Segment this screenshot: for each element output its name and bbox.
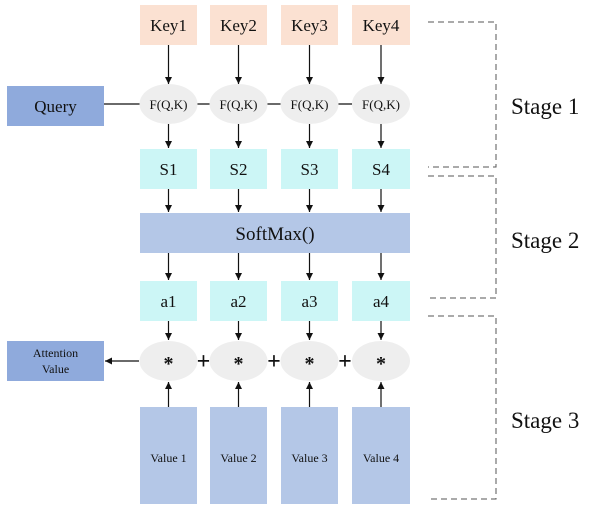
key-label-3: Key3 (291, 16, 328, 35)
similarity-label-2: F(Q,K) (220, 97, 258, 112)
value-label-4: Value 4 (363, 451, 399, 465)
similarity-node-3 (280, 84, 339, 124)
similarity-node-4 (352, 84, 410, 124)
multiply-node-3 (280, 341, 339, 381)
key-box-4 (352, 5, 410, 45)
similarity-label-1: F(Q,K) (150, 97, 188, 112)
weight-box-2 (210, 281, 267, 321)
score-label-3: S3 (301, 160, 319, 179)
value-label-2: Value 2 (220, 451, 256, 465)
query-label: Query (34, 97, 77, 116)
value-box-4 (352, 407, 410, 504)
weight-box-3 (281, 281, 338, 321)
score-box-3 (281, 149, 338, 189)
weight-box-1 (140, 281, 197, 321)
value-box-2 (210, 407, 267, 504)
score-row: S1 S2 S3 S4 (140, 149, 410, 189)
value-row: Value 1 Value 2 Value 3 Value 4 (140, 407, 410, 504)
score-label-1: S1 (160, 160, 178, 179)
score-box-2 (210, 149, 267, 189)
weight-label-1: a1 (160, 292, 176, 311)
softmax-box (140, 213, 410, 253)
softmax-label: SoftMax() (235, 224, 314, 245)
similarity-node-1 (139, 84, 198, 124)
similarity-node-2 (209, 84, 268, 124)
key-label-2: Key2 (220, 16, 257, 35)
stage-3-bracket (428, 315, 497, 500)
value-box-1 (140, 407, 197, 504)
score-box-1 (140, 149, 197, 189)
key-label-1: Key1 (150, 16, 187, 35)
similarity-label-4: F(Q,K) (362, 97, 400, 112)
attention-value-label-line1: Attention (33, 346, 78, 360)
multiply-row: * * * * (139, 341, 410, 381)
score-label-4: S4 (372, 160, 390, 179)
key-box-3 (281, 5, 338, 45)
multiply-node-2 (209, 341, 268, 381)
weight-label-4: a4 (373, 292, 390, 311)
score-box-4 (352, 149, 410, 189)
multiply-label-3: * (305, 353, 315, 375)
stage-2-label: Stage 2 (511, 228, 579, 253)
multiply-node-1 (139, 341, 198, 381)
stage-1-label: Stage 1 (511, 94, 579, 119)
multiply-label-2: * (234, 353, 244, 375)
plus-sign-2: + (267, 349, 281, 375)
key-box-1 (140, 5, 197, 45)
weight-label-3: a3 (301, 292, 317, 311)
plus-sign-1: + (197, 349, 211, 375)
stage-3-label: Stage 3 (511, 408, 579, 433)
multiply-label-1: * (164, 353, 174, 375)
attention-value-label-line2: Value (42, 362, 69, 376)
key-box-2 (210, 5, 267, 45)
key-label-4: Key4 (363, 16, 400, 35)
value-label-3: Value 3 (291, 451, 327, 465)
multiply-label-4: * (376, 353, 386, 375)
query-box (7, 86, 104, 126)
stage-1-bracket (428, 21, 497, 168)
plus-sign-3: + (338, 349, 352, 375)
value-box-3 (281, 407, 338, 504)
weight-box-4 (352, 281, 410, 321)
attention-value-box (7, 341, 104, 381)
similarity-row: F(Q,K) F(Q,K) F(Q,K) F(Q,K) (139, 84, 410, 124)
stage-2-bracket (428, 175, 497, 299)
key-row: Key1 Key2 Key3 Key4 (140, 5, 410, 45)
stage-brackets (428, 21, 497, 500)
weight-row: a1 a2 a3 a4 (140, 281, 410, 321)
similarity-label-3: F(Q,K) (291, 97, 329, 112)
multiply-node-4 (352, 341, 410, 381)
weight-label-2: a2 (230, 292, 246, 311)
value-label-1: Value 1 (150, 451, 186, 465)
score-label-2: S2 (230, 160, 248, 179)
